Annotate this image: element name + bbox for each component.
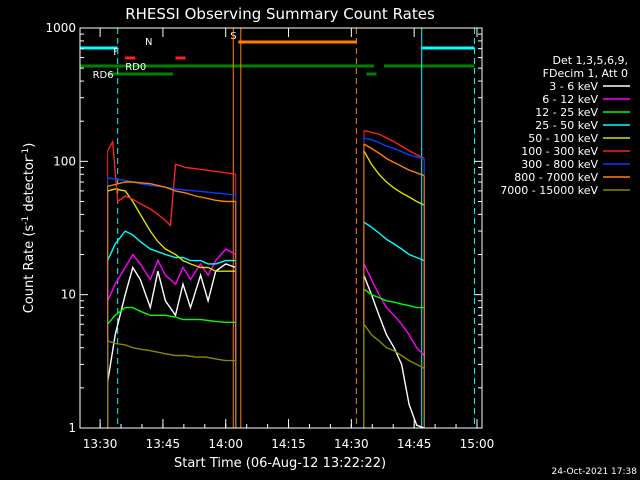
series-lines (106, 129, 425, 429)
series-line (363, 288, 425, 309)
legend-label: 100 - 300 keV (521, 145, 598, 158)
legend-label: 300 - 800 keV (521, 158, 598, 171)
legend-header: Det 1,3,5,6,9, (552, 54, 628, 67)
y-tick-label: 1000 (45, 21, 76, 35)
series-line (363, 150, 425, 206)
legend-label: 25 - 50 keV (535, 119, 598, 132)
y-tick-label: 100 (53, 154, 76, 168)
series-line (363, 323, 425, 370)
y-tick-label: 1 (68, 421, 76, 435)
series-line (107, 181, 236, 203)
chart-title: RHESSI Observing Summary Count Rates (125, 5, 435, 23)
series-line (106, 263, 237, 383)
series-line (107, 188, 236, 272)
series-line (106, 248, 237, 302)
legend-label: 3 - 6 keV (549, 80, 598, 93)
flag-label: RD6 (93, 70, 114, 81)
series-line (363, 221, 425, 262)
series-line (106, 139, 236, 228)
x-tick-label: 14:30 (334, 437, 369, 451)
legend-label: 12 - 25 keV (535, 106, 598, 119)
x-tick-label: 14:45 (397, 437, 432, 451)
series-line (363, 274, 425, 429)
x-tick-label: 13:30 (83, 437, 118, 451)
series-line (363, 143, 425, 177)
x-tick-label: 14:00 (208, 437, 243, 451)
x-axis: 13:30 13:45 14:00 14:15 14:30 14:45 15:00 (83, 28, 494, 451)
footer-date: 24-Oct-2021 17:38 (552, 467, 638, 477)
y-axis-label: Count Rate (s-1 detector-1) (21, 143, 37, 314)
series-line (107, 306, 236, 325)
series-line (107, 340, 236, 362)
series-line (363, 263, 425, 356)
y-axis: 1 10 100 1000 (45, 21, 482, 435)
legend-label: 6 - 12 keV (542, 93, 598, 106)
legend: Det 1,3,5,6,9,FDecim 1, Att 03 - 6 keV6 … (500, 54, 630, 197)
legend-label: 7000 - 15000 keV (500, 184, 598, 197)
series-line (363, 129, 425, 160)
y-tick-label: 10 (61, 288, 76, 302)
legend-label: 50 - 100 keV (528, 132, 598, 145)
legend-label: 800 - 7000 keV (514, 171, 598, 184)
vertical-markers (117, 28, 475, 428)
legend-header: FDecim 1, Att 0 (543, 67, 628, 80)
flag-label: F (113, 47, 119, 58)
plot-frame (79, 27, 483, 429)
x-tick-label: 13:45 (146, 437, 181, 451)
flag-label: N (145, 37, 152, 48)
x-tick-label: 14:15 (271, 437, 306, 451)
flag-bars: NFSRD0RD6 (80, 31, 475, 81)
x-axis-label: Start Time (06-Aug-12 13:22:22) (174, 456, 386, 471)
x-tick-label: 15:00 (460, 437, 495, 451)
flag-label: RD0 (125, 62, 146, 73)
series-line (363, 137, 425, 160)
series-line (106, 230, 236, 265)
